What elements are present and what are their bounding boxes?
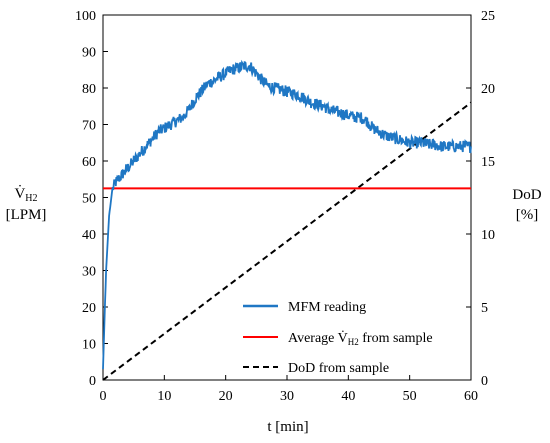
- series-line-dod: [102, 101, 472, 381]
- x-tick-label: 40: [341, 389, 355, 404]
- right-y-tick-label: 20: [481, 82, 495, 97]
- right-y-tick-label: 0: [481, 374, 488, 389]
- plot-area: [102, 14, 472, 381]
- x-tick-label: 20: [219, 389, 233, 404]
- series-line-mfm-reading: [102, 59, 472, 370]
- left-y-axis-ticks: 0 10 20 30 40 50 60 70 80 90 100: [75, 9, 108, 389]
- series-layer: [102, 59, 472, 381]
- right-y-tick-label: 15: [481, 155, 495, 170]
- left-y-axis-unit: [LPM]: [6, 207, 47, 223]
- x-tick-label: 10: [157, 389, 171, 404]
- right-y-axis-unit: [%]: [516, 207, 539, 223]
- x-tick-label: 0: [100, 389, 107, 404]
- left-y-tick-label: 30: [82, 265, 96, 280]
- legend-label-average: Average V̇H2 from sample: [288, 329, 433, 347]
- x-axis-ticks: 0 10 20 30 40 50 60: [100, 375, 478, 404]
- left-y-axis-label: V̇H2 [LPM]: [6, 185, 47, 223]
- left-y-tick-label: 100: [75, 9, 96, 24]
- legend-label-mfm: MFM reading: [288, 300, 366, 315]
- left-y-tick-label: 90: [82, 46, 96, 61]
- right-y-axis-ticks: 0 5 10 15 20 25: [466, 9, 495, 389]
- right-y-axis-name: DoD: [512, 187, 541, 203]
- x-axis-label: t [min]: [267, 419, 308, 435]
- right-y-axis-label: DoD [%]: [512, 187, 541, 223]
- x-tick-label: 30: [280, 389, 294, 404]
- x-tick-label: 60: [464, 389, 478, 404]
- left-y-tick-label: 70: [82, 119, 96, 134]
- left-y-axis-symbol: V̇: [14, 185, 25, 202]
- left-y-tick-label: 60: [82, 155, 96, 170]
- left-y-axis-subscript: H2: [25, 193, 37, 204]
- x-tick-label: 50: [403, 389, 417, 404]
- left-y-tick-label: 0: [89, 374, 96, 389]
- svg-text:V̇H2: V̇H2: [14, 185, 37, 204]
- left-y-tick-label: 80: [82, 82, 96, 97]
- right-y-tick-label: 25: [481, 9, 495, 24]
- legend: MFM reading Average V̇H2 from sample DoD…: [243, 300, 433, 376]
- left-y-tick-label: 40: [82, 228, 96, 243]
- left-y-tick-label: 20: [82, 301, 96, 316]
- legend-label-dod: DoD from sample: [288, 361, 389, 376]
- left-y-tick-label: 50: [82, 192, 96, 207]
- left-y-tick-label: 10: [82, 338, 96, 353]
- right-y-tick-label: 10: [481, 228, 495, 243]
- right-y-tick-label: 5: [481, 301, 488, 316]
- plot-border: [102, 14, 472, 381]
